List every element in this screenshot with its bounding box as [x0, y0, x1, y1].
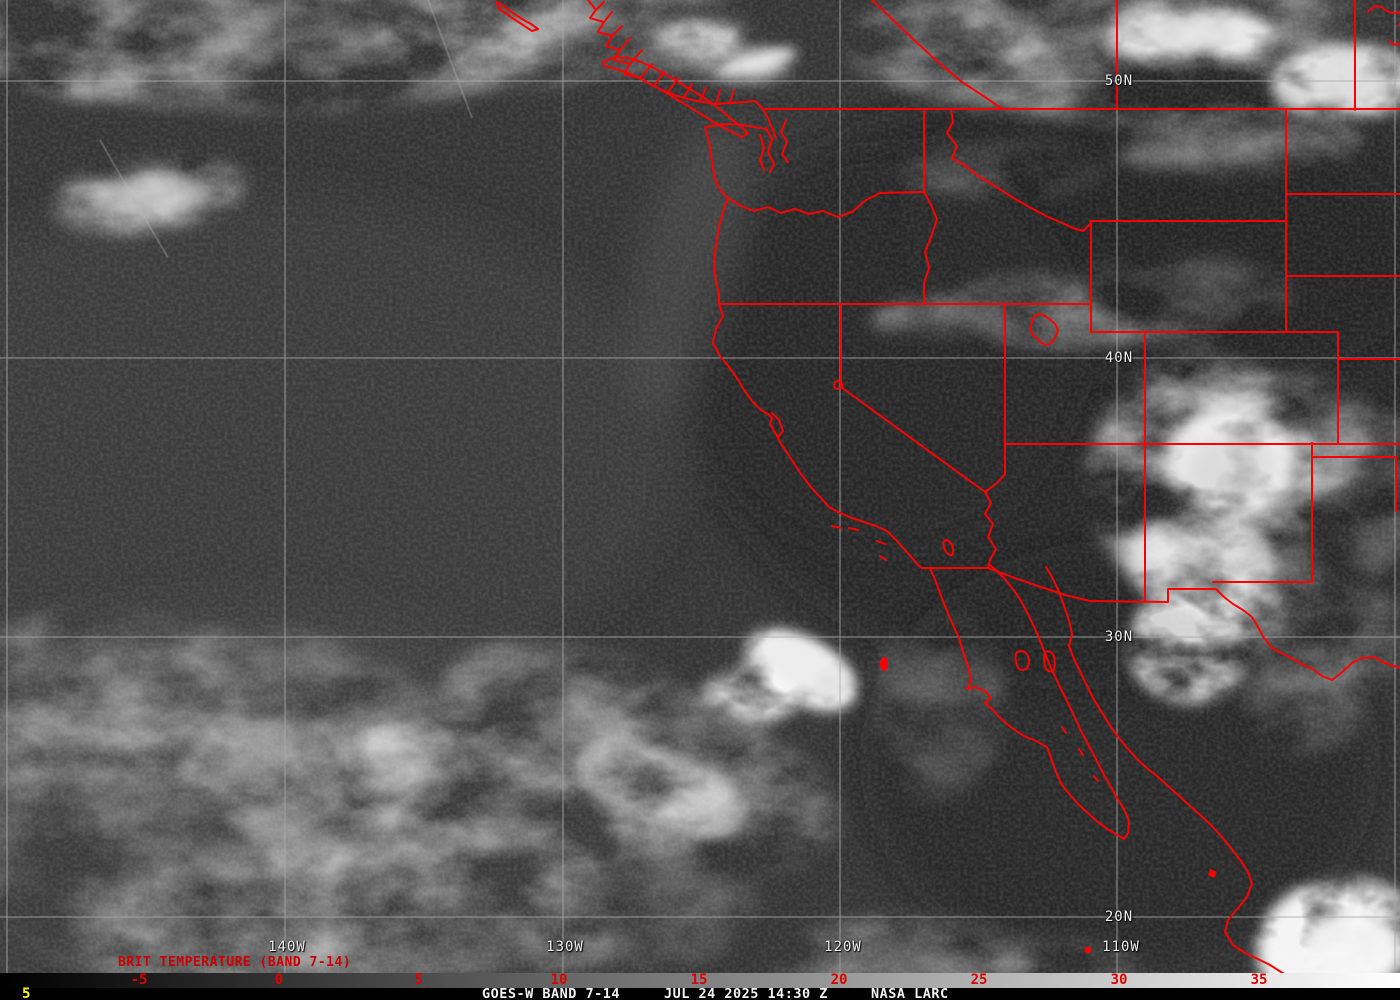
lake-tahoe [833, 380, 843, 390]
colorbar-tick-label: 35 [1250, 972, 1268, 988]
puget-sound [705, 119, 789, 173]
latitude-label: 50N [1104, 73, 1134, 89]
island-markers [880, 657, 1217, 954]
small-islands [831, 525, 1099, 782]
baja-coastline [929, 564, 1130, 840]
status-source: NASA LARC [871, 986, 949, 1000]
colorbar-tick-label: 10 [550, 972, 568, 988]
map-border-overlay [496, 0, 1400, 973]
status-left-value: 5 [22, 986, 31, 1000]
vancouver-island [602, 56, 749, 138]
colorbar-tick-label: 20 [830, 972, 848, 988]
colorbar: -5 0 5 10 15 20 25 30 35 [0, 973, 1400, 988]
isla-angel [1043, 650, 1056, 673]
status-timestamp: JUL 24 2025 14:30 Z [664, 986, 828, 1000]
smoke-plume [629, 118, 751, 412]
latitude-label: 40N [1104, 350, 1134, 366]
status-bar: 5 GOES-W BAND 7-14 JUL 24 2025 14:30 Z N… [0, 986, 1400, 1000]
latitude-label: 20N [1104, 909, 1134, 925]
rockies-state-borders [946, 108, 1400, 602]
sonora-coastline [1045, 566, 1285, 973]
salton-sea [942, 539, 955, 557]
contrail-streaks [99, 0, 473, 259]
mexico-border [987, 567, 1400, 681]
isla-tiburon [1014, 650, 1031, 671]
isla-socorro [1084, 946, 1092, 954]
great-salt-lake [1029, 313, 1059, 346]
longitude-label: 110W [1102, 939, 1140, 955]
colorbar-tick-label: 0 [274, 972, 284, 988]
status-instrument: GOES-W BAND 7-14 [482, 986, 621, 1000]
longitude-label: 120W [824, 939, 862, 955]
cloud-cores [90, 15, 1400, 973]
isla-guadalupe [880, 657, 888, 671]
haida-gwaii [496, 1, 539, 32]
manitoba-lakes [1367, 5, 1400, 46]
latlon-gridlines [0, 0, 1400, 973]
longitude-label: 140W [268, 939, 306, 955]
colorbar-tick-label: -5 [130, 972, 148, 988]
colorbar-tick-label: 30 [1110, 972, 1128, 988]
islas-marias [1208, 869, 1217, 878]
canada-borders [764, 0, 1400, 111]
west-coastline [704, 127, 923, 569]
longitude-label: 130W [546, 939, 584, 955]
colorbar-tick-label: 15 [690, 972, 708, 988]
colorbar-tick-label: 25 [970, 972, 988, 988]
product-annotation: BRIT TEMPERATURE (BAND 7-14) [118, 955, 352, 970]
latitude-label: 30N [1104, 629, 1134, 645]
colorbar-tick-label: 5 [414, 972, 424, 988]
